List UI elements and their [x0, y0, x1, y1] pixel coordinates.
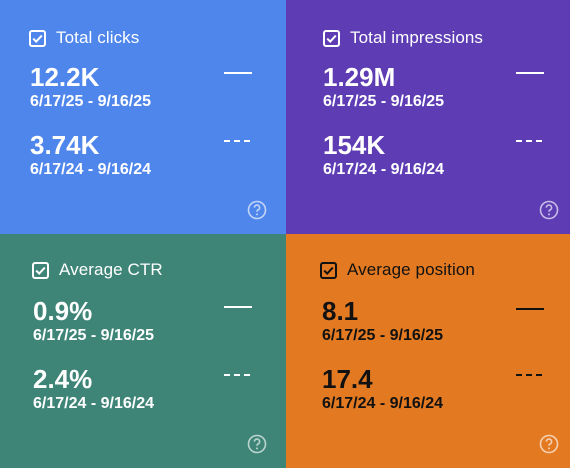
current-metric: 12.2K 6/17/25 - 9/16/25 [30, 63, 151, 111]
solid-line-legend-icon [224, 72, 252, 74]
card-header[interactable]: Total impressions [323, 28, 483, 48]
current-value: 1.29M [323, 62, 396, 92]
checkbox-checked-icon[interactable] [323, 29, 340, 47]
checkbox-checked-icon[interactable] [29, 29, 46, 47]
current-date-range: 6/17/25 - 9/16/25 [323, 93, 444, 110]
current-metric: 0.9% 6/17/25 - 9/16/25 [33, 297, 154, 345]
card-title: Average CTR [59, 260, 163, 279]
solid-line-legend-icon [224, 306, 252, 308]
current-date-range: 6/17/25 - 9/16/25 [33, 327, 154, 344]
current-value: 8.1 [322, 296, 359, 326]
dashed-line-legend-icon [224, 374, 252, 376]
dashed-line-legend-icon [224, 140, 252, 142]
previous-value: 3.74K [30, 130, 100, 160]
previous-date-range: 6/17/24 - 9/16/24 [322, 395, 443, 412]
card-total-impressions[interactable]: Total impressions 1.29M 6/17/25 - 9/16/2… [286, 0, 570, 234]
help-circle-icon[interactable] [247, 434, 267, 454]
previous-date-range: 6/17/24 - 9/16/24 [323, 161, 444, 178]
previous-date-range: 6/17/24 - 9/16/24 [33, 395, 154, 412]
current-date-range: 6/17/25 - 9/16/25 [322, 327, 443, 344]
card-header[interactable]: Average CTR [32, 260, 163, 280]
current-metric: 1.29M 6/17/25 - 9/16/25 [323, 63, 444, 111]
current-metric: 8.1 6/17/25 - 9/16/25 [322, 297, 443, 345]
previous-metric: 2.4% 6/17/24 - 9/16/24 [33, 365, 154, 413]
previous-value: 154K [323, 130, 386, 160]
checkbox-checked-icon[interactable] [320, 261, 337, 279]
card-header[interactable]: Average position [320, 260, 475, 280]
previous-value: 2.4% [33, 364, 93, 394]
card-title: Total impressions [350, 28, 484, 47]
previous-value: 17.4 [322, 364, 373, 394]
dashed-line-legend-icon [516, 140, 544, 142]
card-average-position[interactable]: Average position 8.1 6/17/25 - 9/16/25 1… [286, 234, 570, 468]
dashed-line-legend-icon [516, 374, 544, 376]
solid-line-legend-icon [516, 308, 544, 310]
current-value: 12.2K [30, 62, 100, 92]
previous-metric: 3.74K 6/17/24 - 9/16/24 [30, 131, 151, 179]
card-average-ctr[interactable]: Average CTR 0.9% 6/17/25 - 9/16/25 2.4% … [0, 234, 286, 468]
checkbox-checked-icon[interactable] [32, 261, 49, 279]
current-value: 0.9% [33, 296, 93, 326]
help-circle-icon[interactable] [247, 200, 267, 220]
previous-metric: 154K 6/17/24 - 9/16/24 [323, 131, 444, 179]
previous-metric: 17.4 6/17/24 - 9/16/24 [322, 365, 443, 413]
solid-line-legend-icon [516, 72, 544, 74]
previous-date-range: 6/17/24 - 9/16/24 [30, 161, 151, 178]
card-header[interactable]: Total clicks [29, 28, 139, 48]
card-total-clicks[interactable]: Total clicks 12.2K 6/17/25 - 9/16/25 3.7… [0, 0, 286, 234]
help-circle-icon[interactable] [539, 200, 559, 220]
current-date-range: 6/17/25 - 9/16/25 [30, 93, 151, 110]
card-title: Total clicks [56, 28, 140, 47]
help-circle-icon[interactable] [539, 434, 559, 454]
card-title: Average position [347, 260, 475, 279]
